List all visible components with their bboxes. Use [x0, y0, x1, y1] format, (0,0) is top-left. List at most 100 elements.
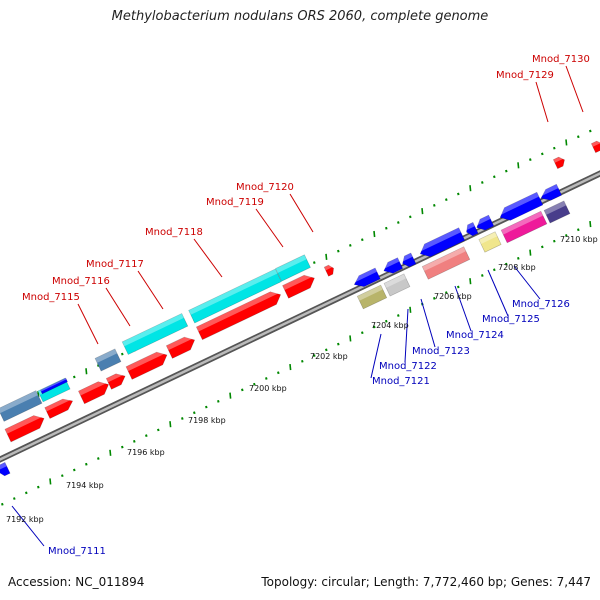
gene-label-mnod-7125[interactable]: Mnod_7125 — [482, 314, 540, 325]
minor-tick — [505, 169, 508, 173]
minor-tick — [25, 491, 28, 495]
leader-line — [565, 65, 584, 113]
cds-arrow-forward — [165, 333, 196, 359]
accession-label: Accession: NC_011894 — [8, 575, 145, 589]
gene-box — [478, 231, 502, 253]
gene-box — [40, 377, 68, 395]
major-tick — [409, 306, 412, 313]
minor-tick — [541, 152, 544, 156]
minor-tick — [433, 204, 436, 207]
leader-line — [105, 287, 131, 327]
minor-tick — [361, 331, 364, 335]
cds-arrow-forward — [552, 155, 565, 170]
cds-arrow-reverse — [400, 252, 417, 268]
genome-stats-label: Topology: circular; Length: 7,772,460 bp… — [261, 575, 591, 589]
minor-tick — [121, 445, 124, 449]
leader-line — [193, 238, 223, 278]
kbp-tick-label: 7192 kbp — [6, 515, 44, 524]
gene-label-mnod-7122[interactable]: Mnod_7122 — [379, 361, 437, 372]
minor-tick — [445, 291, 448, 295]
cds-arrow-reverse — [351, 267, 381, 287]
feature-track[interactable] — [0, 139, 600, 477]
major-tick — [325, 253, 328, 260]
cds-arrow-reverse — [497, 191, 544, 221]
minor-tick — [193, 411, 196, 415]
forward-gene-labels: Mnod_7115 Mnod_7116 Mnod_7117 Mnod_7118 … — [22, 54, 590, 303]
minor-tick — [541, 245, 544, 249]
major-tick — [169, 421, 172, 428]
gene-label-mnod-7117[interactable]: Mnod_7117 — [86, 259, 144, 270]
gene-box — [383, 273, 411, 297]
minor-tick — [529, 158, 532, 161]
cds-arrow-reverse — [0, 462, 11, 477]
gene-box — [188, 268, 282, 324]
minor-tick — [97, 457, 100, 460]
gene-label-mnod-7124[interactable]: Mnod_7124 — [446, 330, 504, 341]
gene-label-mnod-7123[interactable]: Mnod_7123 — [412, 346, 470, 357]
minor-tick — [13, 497, 16, 500]
leader-line — [420, 298, 436, 348]
minor-tick — [517, 256, 520, 260]
kbp-tick-label: 7208 kbp — [498, 263, 536, 272]
kbp-tick-label: 7200 kbp — [249, 384, 287, 393]
gene-box — [421, 246, 471, 280]
cds-arrow-forward — [44, 395, 74, 419]
minor-tick — [85, 462, 88, 466]
gene-label-mnod-7119[interactable]: Mnod_7119 — [206, 197, 264, 208]
minor-tick — [577, 135, 580, 139]
minor-tick — [157, 428, 160, 432]
minor-tick — [217, 399, 220, 403]
gene-label-mnod-7120[interactable]: Mnod_7120 — [236, 182, 294, 193]
minor-tick — [409, 215, 412, 219]
cds-arrow-forward — [105, 370, 126, 390]
cds-arrow-forward — [195, 288, 282, 341]
leader-line — [255, 208, 284, 248]
cds-arrow-forward — [78, 378, 109, 405]
minor-tick — [361, 238, 364, 242]
cds-arrow-forward — [282, 271, 315, 299]
minor-tick — [313, 354, 316, 357]
gene-label-mnod-7118[interactable]: Mnod_7118 — [145, 227, 203, 238]
leader-line — [77, 303, 99, 345]
gene-label-mnod-7129[interactable]: Mnod_7129 — [496, 70, 554, 81]
cds-arrow-forward — [125, 348, 168, 380]
gene-box — [121, 313, 189, 355]
kbp-tick-label: 7198 kbp — [188, 416, 226, 425]
minor-tick — [481, 274, 484, 277]
minor-tick — [145, 434, 148, 438]
cds-arrow-forward — [323, 263, 334, 277]
leader-line — [11, 505, 45, 547]
kbp-tick-label: 7202 kbp — [310, 352, 348, 361]
major-tick — [289, 363, 292, 371]
minor-tick — [337, 342, 340, 346]
gene-label-mnod-7111[interactable]: Mnod_7111 — [48, 546, 106, 557]
minor-tick — [493, 268, 496, 272]
major-tick — [529, 249, 532, 256]
cds-arrow-forward — [4, 412, 45, 443]
minor-tick — [457, 192, 460, 196]
minor-tick — [553, 239, 556, 243]
major-tick — [229, 392, 232, 399]
minor-tick — [241, 388, 244, 392]
minor-tick — [397, 314, 400, 317]
minor-tick — [181, 417, 184, 420]
major-tick — [373, 230, 376, 238]
major-tick — [469, 185, 472, 192]
minor-tick — [385, 226, 388, 230]
minor-tick — [505, 262, 508, 266]
gene-label-mnod-7116[interactable]: Mnod_7116 — [52, 276, 110, 287]
gene-label-mnod-7130[interactable]: Mnod_7130 — [532, 54, 590, 65]
minor-tick — [1, 502, 4, 506]
minor-tick — [121, 352, 124, 356]
gene-label-mnod-7121[interactable]: Mnod_7121 — [372, 376, 430, 387]
gene-box — [543, 200, 571, 224]
leader-line — [513, 265, 541, 300]
minor-tick — [397, 221, 400, 224]
gene-label-mnod-7126[interactable]: Mnod_7126 — [512, 299, 570, 310]
cds-arrow-reverse — [463, 222, 479, 237]
leader-line — [487, 269, 509, 317]
minor-tick — [205, 405, 208, 409]
gene-label-mnod-7115[interactable]: Mnod_7115 — [22, 292, 80, 303]
cds-arrow-reverse — [381, 257, 404, 274]
